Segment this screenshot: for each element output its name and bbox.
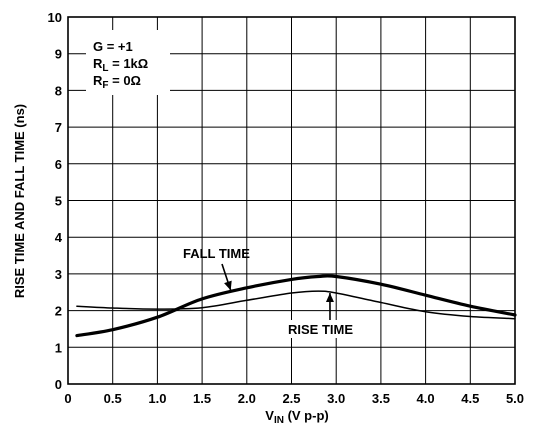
y-tick-label: 5 (55, 194, 62, 209)
y-tick-label: 8 (55, 83, 62, 98)
x-tick-label: 3.5 (372, 391, 390, 406)
condition-line: G = +1 (93, 39, 133, 54)
y-tick-label: 1 (55, 340, 62, 355)
condition-line: RL = 1kΩ (93, 56, 148, 74)
plot-frame (67, 16, 516, 385)
fall-time-curve (75, 274, 517, 338)
condition-line: RF = 0Ω (93, 73, 141, 91)
x-tick-label: 3.0 (327, 391, 345, 406)
x-tick-label: 4.5 (461, 391, 479, 406)
x-axis-title: VIN (V p-p) (265, 408, 328, 426)
y-tick-label: 3 (55, 267, 62, 282)
fall-time-arrow (221, 263, 232, 291)
x-tick-label: 1.5 (193, 391, 211, 406)
rise-time-arrow (325, 292, 334, 321)
y-axis-title: RISE TIME AND FALL TIME (ns) (12, 104, 27, 298)
x-tick-label: 4.0 (417, 391, 435, 406)
fall-time-label: FALL TIME (183, 246, 250, 261)
rise-time-label-bg (284, 320, 368, 338)
y-tick-label: 0 (55, 377, 62, 392)
y-tick-label: 6 (55, 157, 62, 172)
y-tick-label: 9 (55, 47, 62, 62)
y-tick-label: 2 (55, 304, 62, 319)
y-tick-label: 4 (55, 230, 63, 245)
x-tick-label: 2.5 (282, 391, 300, 406)
conditions-bg (86, 30, 170, 95)
rise-time-curve (76, 290, 516, 320)
rise-time-label: RISE TIME (288, 322, 353, 337)
x-tick-label: 0.5 (104, 391, 122, 406)
x-tick-label: 0 (64, 391, 71, 406)
x-tick-label: 5.0 (506, 391, 524, 406)
y-tick-label: 10 (48, 10, 62, 25)
x-tick-label: 2.0 (238, 391, 256, 406)
series-layer (75, 274, 517, 338)
y-tick-label: 7 (55, 120, 62, 135)
x-tick-label: 1.0 (148, 391, 166, 406)
tick-labels: 0 0.5 1.0 1.5 2.0 2.5 3.0 3.5 4.0 4.5 5.0 0 1 2 3 4 5 6 7 8… (48, 10, 525, 406)
